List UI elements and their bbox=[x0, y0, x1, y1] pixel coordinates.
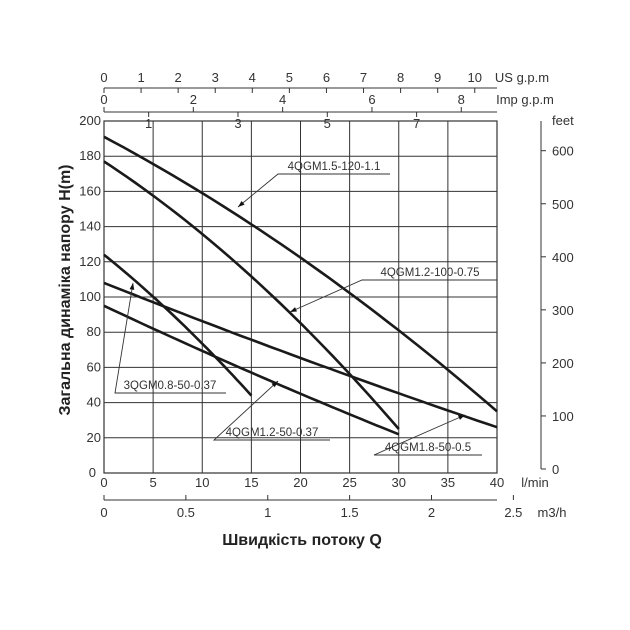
axes bbox=[103, 87, 546, 501]
m3h-tick-label: 2 bbox=[428, 505, 435, 520]
curve-label: 4QGM1.5-120-1.1 bbox=[288, 161, 381, 173]
us-gpm-tick-label: 0 bbox=[100, 70, 107, 85]
us-gpm-tick-label: 7 bbox=[360, 70, 367, 85]
m3h-tick-label: 1 bbox=[264, 505, 271, 520]
series-line bbox=[103, 160, 400, 430]
x-tick-label: 30 bbox=[392, 475, 406, 490]
feet-tick-label: 600 bbox=[552, 144, 574, 159]
m3h-unit-label: m3/h bbox=[538, 505, 567, 520]
curve-label-leader bbox=[289, 279, 497, 313]
m3h-tick-label: 0.5 bbox=[177, 505, 195, 520]
grid bbox=[103, 120, 498, 474]
feet-tick-label: 200 bbox=[552, 356, 574, 371]
imp-gpm-minor-tick-label: 3 bbox=[234, 116, 241, 131]
x-tick-label: 25 bbox=[342, 475, 356, 490]
imp-gpm-tick-label: 0 bbox=[100, 92, 107, 107]
curve-labels: 4QGM1.5-120-1.1 4QGM1.2-100-0.75 3QGM0.8-5… bbox=[114, 161, 497, 456]
imp-gpm-tick-label: 8 bbox=[458, 92, 465, 107]
x-tick-label: 35 bbox=[441, 475, 455, 490]
x-tick-label: 40 bbox=[490, 475, 504, 490]
us-gpm-unit-label: US g.p.m bbox=[495, 70, 549, 85]
y-tick-label: 20 bbox=[87, 430, 101, 445]
x-tick-label: 0 bbox=[100, 475, 107, 490]
y-tick-label: 160 bbox=[79, 183, 101, 198]
curve-label-leader bbox=[373, 414, 482, 456]
x-tick-label: 5 bbox=[150, 475, 157, 490]
us-gpm-tick-label: 4 bbox=[249, 70, 256, 85]
y-tick-label: 80 bbox=[87, 324, 101, 339]
series-group bbox=[103, 135, 498, 436]
series-line bbox=[103, 253, 253, 397]
feet-tick-label: 500 bbox=[552, 197, 574, 212]
curve-label-arrow bbox=[129, 283, 135, 290]
curve-label-leader bbox=[114, 282, 226, 394]
imp-gpm-tick-label: 6 bbox=[368, 92, 375, 107]
us-gpm-tick-label: 1 bbox=[137, 70, 144, 85]
us-gpm-tick-label: 5 bbox=[286, 70, 293, 85]
x-tick-label: 15 bbox=[244, 475, 258, 490]
x-tick-label: 10 bbox=[195, 475, 209, 490]
y-tick-label: 60 bbox=[87, 359, 101, 374]
m3h-tick-label: 0 bbox=[100, 505, 107, 520]
feet-tick-label: 300 bbox=[552, 303, 574, 318]
curve-label-arrow bbox=[458, 415, 465, 420]
series-line bbox=[103, 281, 498, 429]
y-tick-label: 120 bbox=[79, 254, 101, 269]
m3h-tick-label: 1.5 bbox=[341, 505, 359, 520]
imp-gpm-unit-label: Imp g.p.m bbox=[496, 92, 554, 107]
y-tick-label: 140 bbox=[79, 219, 101, 234]
us-gpm-tick-label: 3 bbox=[212, 70, 219, 85]
curve-label: 4QGM1.2-50-0.37 bbox=[226, 427, 319, 439]
series-line bbox=[103, 304, 400, 436]
y-axis-title: Загальна динаміка напору H(m) bbox=[57, 164, 74, 415]
x-tick-label: 20 bbox=[293, 475, 307, 490]
curve-label: 4QGM1.2-100-0.75 bbox=[380, 267, 479, 279]
curve-label: 4QGM1.8-50-0.5 bbox=[385, 442, 471, 454]
x-unit-label: l/min bbox=[521, 475, 548, 490]
feet-unit-label: feet bbox=[552, 113, 574, 128]
feet-tick-label: 100 bbox=[552, 409, 574, 424]
m3h-tick-label: 2.5 bbox=[504, 505, 522, 520]
curve-label-arrow bbox=[238, 200, 245, 207]
y-tick-label: 200 bbox=[79, 113, 101, 128]
imp-gpm-tick-label: 2 bbox=[190, 92, 197, 107]
y-tick-label: 40 bbox=[87, 395, 101, 410]
series-line bbox=[103, 135, 498, 413]
us-gpm-tick-label: 2 bbox=[175, 70, 182, 85]
imp-gpm-tick-label: 4 bbox=[279, 92, 286, 107]
y-tick-label: 180 bbox=[79, 148, 101, 163]
curve-label-arrow bbox=[271, 381, 278, 388]
us-gpm-tick-label: 6 bbox=[323, 70, 330, 85]
curve-label-leader bbox=[237, 173, 390, 208]
imp-gpm-minor-tick-label: 7 bbox=[413, 116, 420, 131]
curve-label: 3QGM0.8-50-0.37 bbox=[124, 380, 217, 392]
imp-gpm-minor-tick-label: 1 bbox=[145, 116, 152, 131]
us-gpm-tick-label: 9 bbox=[434, 70, 441, 85]
curve-label-leader bbox=[212, 380, 330, 441]
plot-frame bbox=[103, 120, 498, 474]
y-tick-label: 100 bbox=[79, 289, 101, 304]
us-gpm-tick-label: 8 bbox=[397, 70, 404, 85]
tick-labels: 0 5 10 15 20 25 30 35 40 l/min0204060801001201401… bbox=[79, 70, 574, 520]
us-gpm-tick-label: 10 bbox=[468, 70, 482, 85]
y-tick-label: 0 bbox=[89, 465, 96, 480]
curve-label-arrow bbox=[290, 307, 297, 312]
feet-tick-label: 400 bbox=[552, 250, 574, 265]
x-axis-title: Швидкість потоку Q bbox=[222, 532, 382, 549]
feet-tick-label: 0 bbox=[552, 462, 559, 477]
imp-gpm-minor-tick-label: 5 bbox=[324, 116, 331, 131]
